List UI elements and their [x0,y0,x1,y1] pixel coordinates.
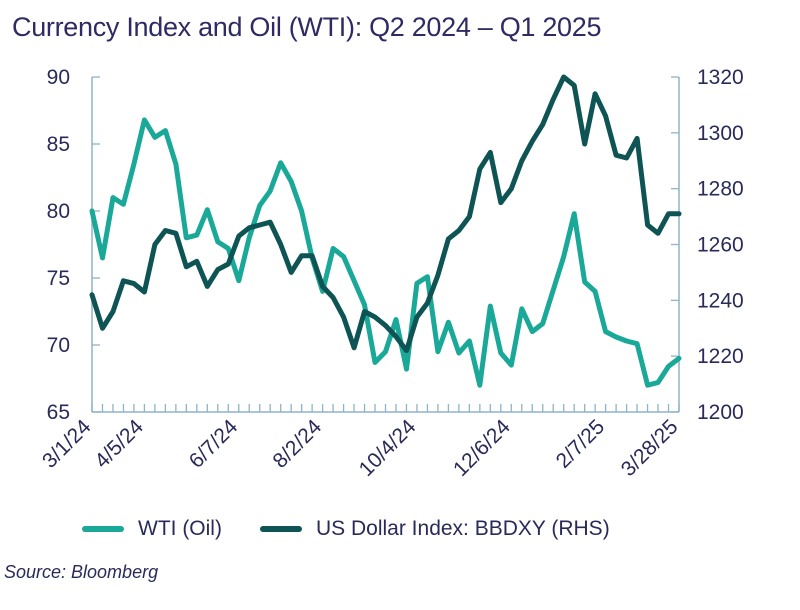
left-axis-tick-label: 85 [47,133,70,156]
legend-label-wti: WTI (Oil) [138,517,222,540]
x-axis-tick-label: 10/4/24 [355,415,421,481]
right-axis-tick-label: 1220 [697,345,744,368]
legend-swatch-wti [82,526,124,532]
left-axis-tick-label: 90 [47,66,70,89]
right-axis-tick-label: 1240 [697,289,744,312]
right-axis-tick-label: 1260 [697,234,744,257]
x-axis-tick-label: 4/5/24 [90,415,148,473]
legend-item-wti: WTI (Oil) [82,517,222,541]
x-axis-tick-label: 6/7/24 [185,415,243,473]
legend-item-dollar-index: US Dollar Index: BBDXY (RHS) [259,517,610,541]
x-axis-tick-label: 2/7/25 [552,415,610,473]
left-axis-tick-label: 70 [47,334,70,357]
x-axis-tick-label: 8/2/24 [269,415,327,473]
right-axis-tick-label: 1320 [697,66,744,89]
series-line-dollar-index [89,74,682,354]
right-axis-tick-label: 1300 [697,122,744,145]
right-axis-tick-label: 1200 [697,401,744,424]
x-axis-tick-label: 3/28/25 [617,415,683,481]
right-axis-tick-label: 1280 [697,178,744,201]
left-axis-tick-label: 65 [47,401,70,424]
legend-swatch-dollar-index [259,526,302,532]
source-note: Source: Bloomberg [4,562,159,582]
currency-oil-chart: 65 70 75 80 85 90 1200 1220 1240 1260 1280 1300 1320… [38,66,744,481]
chart-legend: WTI (Oil) US Dollar Index: BBDXY (RHS) [82,514,648,544]
x-axis-tick-label: 12/6/24 [449,415,515,481]
left-axis-tick-label: 80 [47,200,70,223]
left-axis-tick-label: 75 [47,267,70,290]
legend-label-dollar-index: US Dollar Index: BBDXY (RHS) [315,517,610,540]
chart-title: Currency Index and Oil (WTI): Q2 2024 – … [12,12,602,42]
series-line-wti [89,117,682,388]
